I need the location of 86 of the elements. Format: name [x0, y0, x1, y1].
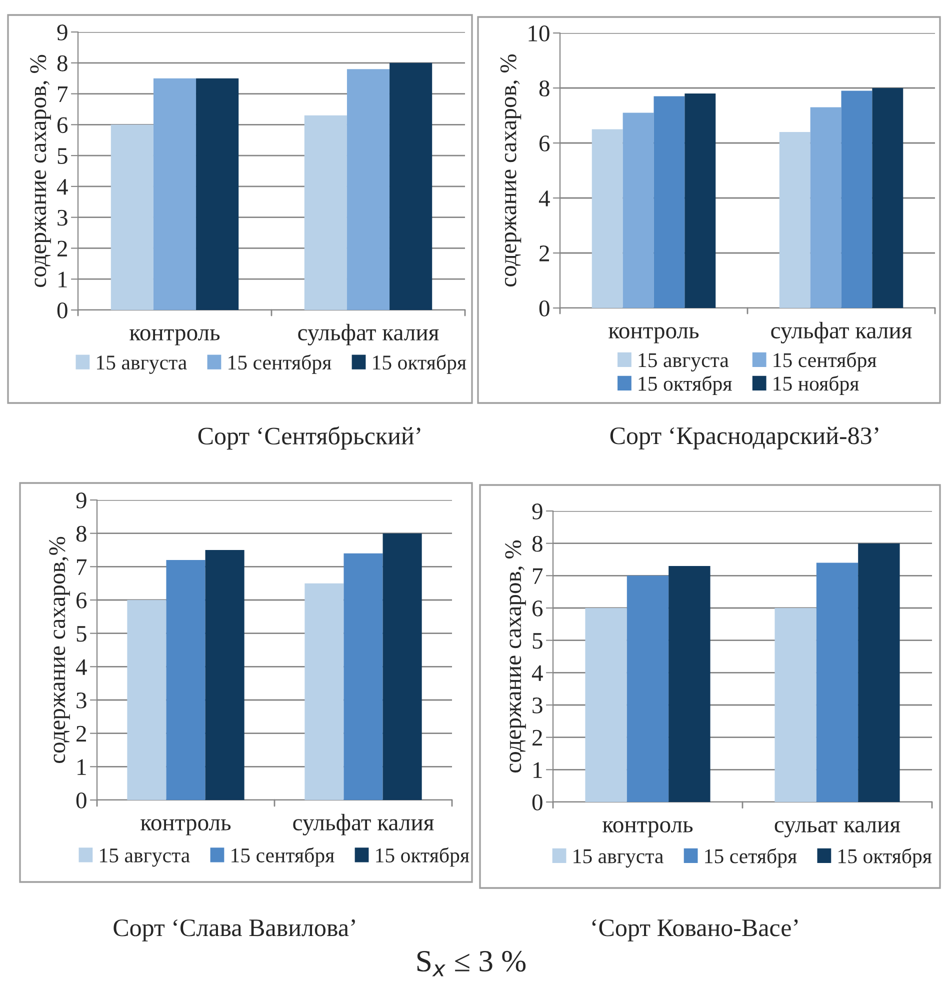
bar	[810, 107, 842, 308]
y-tick-label: 9	[76, 492, 86, 508]
y-tick-label: 2	[532, 730, 542, 746]
y-tick-label: 4	[532, 665, 543, 681]
y-tick-label: 8	[539, 80, 550, 96]
bar	[654, 96, 685, 308]
y-tick-label: 3	[532, 698, 542, 714]
legend-label: 15 октября	[638, 376, 732, 396]
x-tick-label: контроль	[130, 329, 220, 346]
bar	[304, 115, 347, 310]
y-tick-label: 2	[76, 726, 86, 742]
bar	[872, 88, 904, 308]
bar	[779, 132, 810, 308]
legend-label: 15 августа	[97, 356, 187, 374]
bar	[592, 129, 623, 308]
y-tick-label: 7	[58, 86, 68, 102]
x-tick-label: контроль	[140, 819, 231, 836]
y-tick-label: 9	[57, 24, 68, 40]
legend-label: 15 ноября	[774, 376, 859, 395]
legend-label: 15 сентября	[774, 352, 876, 372]
y-tick-label: 0	[57, 302, 68, 318]
x-tick-label: контроль	[602, 821, 693, 838]
y-axis-title: содержание сахаров, %	[500, 54, 522, 287]
legend-label: 15 октября	[838, 848, 932, 868]
bar	[841, 90, 872, 308]
bar	[166, 560, 206, 800]
x-tick-label: сульфат калия	[298, 324, 439, 346]
bar	[127, 600, 166, 800]
legend-label: 15 августа	[638, 353, 729, 372]
y-tick-label: 6	[57, 117, 68, 134]
bar	[153, 78, 196, 310]
x-tick-label: сульат калия	[774, 821, 900, 838]
text: Сорт ‘Слава Вавилова’	[114, 919, 355, 942]
y-tick-label: 3	[76, 692, 86, 708]
y-tick-label: 0	[532, 794, 542, 810]
bar	[346, 69, 390, 310]
y-tick-label: 5	[532, 633, 542, 649]
y-tick-label: 2	[540, 246, 549, 262]
bar	[382, 533, 422, 800]
y-tick-label: 4	[56, 179, 68, 195]
y-tick-label: 1	[78, 759, 86, 775]
x-tick-label: сульфат калия	[293, 814, 434, 836]
y-tick-label: 4	[76, 659, 87, 675]
x-tick-label: контроль	[608, 327, 699, 344]
y-tick-label: 5	[76, 626, 86, 642]
y-axis-title: содержание сахаров,%	[49, 536, 70, 764]
legend-label: 15 сентября	[228, 354, 332, 374]
y-tick-label: 7	[77, 559, 87, 575]
text: Сорт ‘Краснодарский-83’	[610, 426, 878, 450]
bar	[304, 583, 344, 800]
text: 15 августа	[574, 849, 664, 868]
legend-label: 15 октября	[376, 847, 470, 867]
bar	[196, 78, 239, 310]
y-tick-label: 8	[532, 536, 542, 552]
text: S$_{x}$ ≤ 3 %	[417, 950, 526, 976]
y-axis-title: содержание сахаров, %	[505, 540, 526, 773]
bar	[205, 550, 244, 800]
bar	[344, 553, 383, 800]
legend-label: 15 октября	[373, 354, 466, 374]
y-tick-label: 6	[532, 600, 543, 616]
y-tick-label: 0	[76, 792, 86, 808]
x-tick-label: сульфат калия	[771, 322, 912, 344]
y-tick-label: 0	[539, 300, 550, 316]
y-axis-title: содержание сахаров, %	[30, 54, 51, 288]
text: ‘Сорт Ковано-Васе’	[592, 919, 798, 942]
y-tick-label: 5	[58, 148, 68, 164]
y-tick-label: 3	[58, 210, 68, 226]
y-tick-label: 8	[76, 526, 86, 542]
bar	[110, 124, 154, 310]
legend-label: 15 сетября	[705, 848, 797, 868]
y-tick-label: 2	[58, 240, 67, 256]
y-tick-label: 1	[534, 762, 542, 778]
y-tick-label: 1	[58, 272, 67, 288]
y-tick-label: 9	[532, 504, 542, 520]
legend-label: 15 сентября	[232, 847, 334, 867]
y-tick-label: 6	[539, 136, 550, 152]
text: Сорт ‘Сентябрьский’	[198, 426, 420, 450]
bar	[622, 112, 654, 308]
y-tick-label: 6	[76, 592, 87, 608]
bar	[390, 62, 432, 310]
bar	[684, 94, 716, 308]
y-tick-label: 7	[533, 568, 543, 584]
y-tick-label: 8	[57, 55, 68, 72]
y-tick-label: 4	[538, 190, 550, 206]
legend-label: 15 августа	[100, 848, 190, 867]
y-tick-label: 10	[528, 25, 550, 42]
